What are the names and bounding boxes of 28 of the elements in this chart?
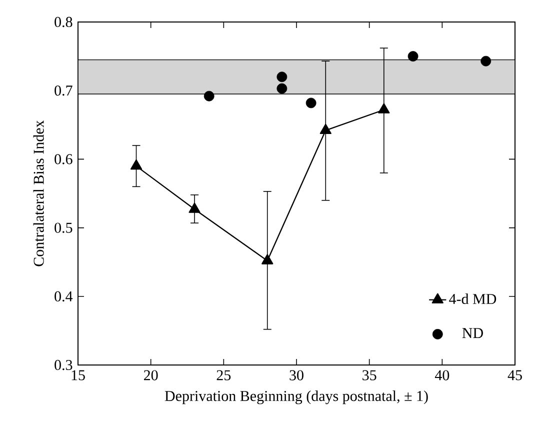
y-tick-label: 0.3 xyxy=(54,360,72,370)
point xyxy=(408,51,418,62)
point xyxy=(306,98,316,108)
y-tick-label: 0.6 xyxy=(54,154,72,164)
x-tick-label: 45 xyxy=(508,370,522,380)
point xyxy=(262,254,274,264)
point xyxy=(480,56,492,66)
y-tick-label: 0.4 xyxy=(54,291,73,302)
point xyxy=(320,124,332,134)
x-tick-label: 30 xyxy=(290,370,304,380)
x-tick-label: 35 xyxy=(362,370,376,380)
point xyxy=(188,202,200,213)
y-tick-label: 0.7 xyxy=(54,86,72,96)
point xyxy=(204,90,214,102)
point xyxy=(276,83,288,94)
y-axis-title: Contralateral Bias Index xyxy=(33,120,44,266)
x-tick-label: 15 xyxy=(72,370,85,380)
x-tick-label: 25 xyxy=(216,370,231,380)
x-tick-label: 20 xyxy=(144,370,158,380)
legend-label: ND xyxy=(462,328,483,338)
legend-label: 4-d MD xyxy=(449,294,496,304)
point xyxy=(378,103,390,114)
point xyxy=(276,72,288,82)
x-axis-title: Deprivation Beginning (days postnatal, ± 1) xyxy=(164,390,428,404)
y-tick-label: 0.5 xyxy=(54,222,72,233)
point xyxy=(130,159,142,170)
x-tick-label: 40 xyxy=(434,370,450,380)
y-tick-label: 0.8 xyxy=(54,16,72,28)
